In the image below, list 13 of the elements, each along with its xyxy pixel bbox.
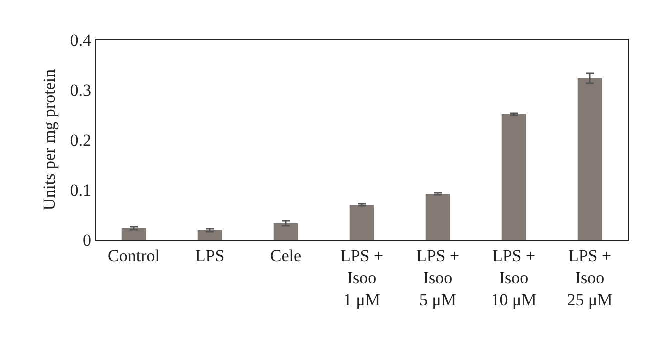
- y-tick-label: 0.1: [70, 180, 92, 200]
- y-axis-title: Units per mg protein: [40, 68, 59, 211]
- y-tick-label: 0.3: [70, 80, 92, 100]
- x-tick-label: LPS: [195, 246, 225, 266]
- x-tick-label: LPS + Isoo 1 μM: [340, 246, 384, 310]
- x-tick-label: LPS + Isoo 5 μM: [416, 246, 460, 310]
- x-tick-label: Control: [108, 246, 160, 266]
- y-tick-label: 0: [83, 230, 92, 250]
- x-tick-label: LPS + Isoo 25 μM: [567, 246, 613, 310]
- x-tick-label: LPS + Isoo 10 μM: [491, 246, 537, 310]
- x-tick-label: Cele: [270, 246, 302, 266]
- y-tick-label: 0.2: [70, 130, 92, 150]
- y-tick-label: 0.4: [70, 30, 92, 50]
